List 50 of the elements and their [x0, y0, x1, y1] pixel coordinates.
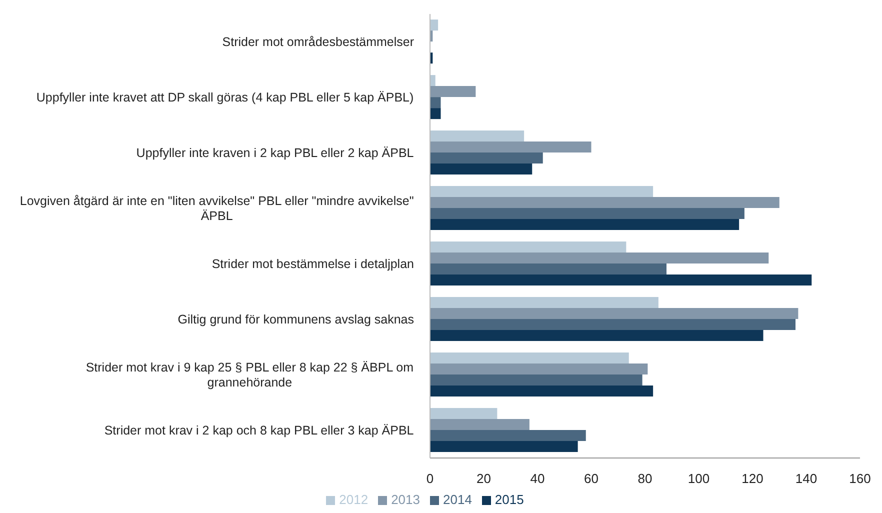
bar — [430, 252, 769, 264]
legend-label: 2013 — [391, 492, 420, 507]
bar — [430, 20, 438, 31]
bar — [430, 386, 654, 397]
bar — [430, 197, 780, 208]
bar — [430, 97, 441, 108]
x-tick-label: 20 — [476, 471, 491, 486]
bar — [430, 264, 666, 275]
bar — [430, 319, 796, 330]
legend-label: 2012 — [339, 492, 368, 507]
bar — [430, 408, 498, 420]
bar — [430, 142, 592, 153]
x-tick-label: 60 — [584, 471, 598, 486]
bar — [430, 75, 436, 86]
x-tick-label: 80 — [638, 471, 652, 486]
y-tick-label: Strider mot områdesbestämmelser — [222, 34, 414, 49]
bar — [430, 208, 744, 220]
y-tick-label: Uppfyller inte kraven i 2 kap PBL eller 2 kap ÄPBL — [136, 146, 414, 160]
bar — [430, 419, 530, 430]
bar — [430, 330, 764, 342]
bar — [430, 108, 441, 120]
x-tick-label: 140 — [795, 471, 818, 486]
x-tick-label: 40 — [530, 471, 545, 486]
bar — [430, 297, 658, 308]
bar — [430, 242, 626, 253]
x-tick-label: 160 — [849, 471, 871, 486]
legend-label: 2015 — [494, 492, 524, 507]
bar — [430, 219, 740, 230]
bar — [430, 364, 648, 375]
bar — [430, 86, 476, 98]
x-tick-label: 0 — [426, 471, 434, 486]
bar — [430, 441, 578, 452]
y-tick-label: Strider mot krav i 2 kap och 8 kap PBL eller 3 kap ÄPBL — [104, 423, 414, 438]
x-tick-label: 100 — [688, 471, 710, 486]
bar — [430, 274, 812, 286]
legend-label: 2014 — [443, 492, 472, 507]
y-tick-label: Strider mot bestämmelse i detaljplan — [212, 256, 414, 271]
y-tick-label: Uppfyller inte kravet att DP skall göras (4 kap PBL eller 5 kap ÄPBL) — [36, 90, 414, 104]
bar — [430, 152, 543, 164]
y-tick-label: Strider mot krav i 9 kap 25 § PBL eller 8 kap 22 § ÄBPL om grannehörande — [86, 360, 414, 390]
bar — [430, 308, 798, 320]
y-tick-label: Lovgiven åtgärd är inte en "liten avvikelse" PBL eller "mindre avvikelse" ÄPBL — [20, 194, 414, 223]
bar — [430, 130, 524, 142]
bar — [430, 374, 642, 386]
bar — [430, 352, 629, 364]
bar — [430, 186, 654, 198]
bar — [430, 430, 586, 442]
y-tick-label: Giltig grund för kommunens avslag saknas — [178, 312, 414, 326]
x-tick-label: 120 — [742, 471, 764, 486]
bar — [430, 164, 532, 175]
